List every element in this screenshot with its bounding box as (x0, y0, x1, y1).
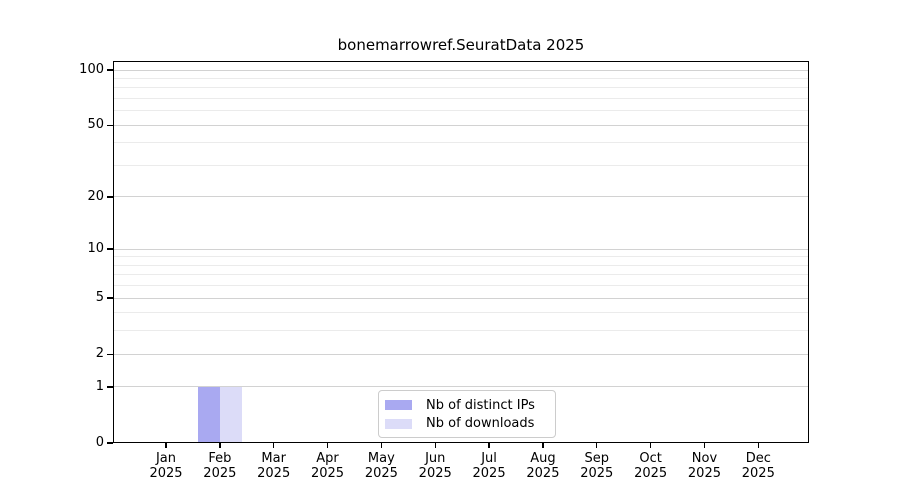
x-tick-label: Apr 2025 (310, 451, 345, 481)
x-axis-tick (703, 443, 706, 448)
gridline-minor (114, 164, 808, 166)
y-axis-tick (107, 386, 113, 388)
x-tick-label: Oct 2025 (634, 451, 668, 481)
x-axis-tick (326, 443, 329, 448)
gridline-major (114, 196, 808, 198)
gridline-minor (114, 110, 808, 112)
legend-label: Nb of downloads (426, 416, 535, 432)
x-axis-tick (757, 443, 759, 448)
y-tick-label: 100 (79, 62, 104, 77)
gridline-minor (114, 264, 808, 266)
y-tick-label: 2 (95, 346, 104, 362)
gridline-minor (114, 274, 808, 276)
bar-nb-of-downloads (219, 386, 242, 443)
y-axis-tick (107, 124, 113, 126)
y-axis-tick (107, 196, 113, 198)
x-tick-label: May 2025 (364, 451, 398, 481)
y-tick-label: 0 (95, 435, 104, 450)
legend-swatch-icon (385, 400, 412, 411)
x-axis-tick (649, 443, 652, 448)
legend: Nb of distinct IPs Nb of downloads (378, 390, 556, 438)
x-tick-label: Feb 2025 (203, 451, 237, 481)
x-tick-label: Sep 2025 (580, 451, 614, 481)
x-tick-label: Aug 2025 (526, 451, 560, 481)
gridline-minor (114, 285, 808, 287)
x-axis-tick (488, 443, 490, 448)
x-tick-label: Mar 2025 (257, 451, 291, 481)
y-axis-tick (107, 248, 113, 250)
x-axis-tick (542, 443, 544, 448)
gridline-minor (114, 97, 808, 99)
gridline-major (114, 124, 808, 126)
y-tick-label: 1 (95, 378, 104, 394)
gridline-minor (114, 87, 808, 89)
x-axis-tick (272, 443, 275, 448)
legend-item: Nb of distinct IPs (385, 396, 546, 414)
legend-label: Nb of distinct IPs (426, 397, 535, 413)
gridline-minor (114, 330, 808, 332)
y-tick-label: 50 (87, 117, 104, 133)
gridline-major (114, 386, 808, 388)
x-tick-label: Jun 2025 (418, 451, 452, 481)
x-tick-label: Jul 2025 (472, 451, 506, 481)
x-axis-tick (380, 443, 383, 448)
gridline-major (114, 69, 808, 71)
y-axis-tick (107, 297, 113, 299)
gridline-major (114, 297, 808, 299)
chart-title: bonemarrowref.SeuratData 2025 (337, 36, 585, 54)
gridline-major (114, 353, 808, 355)
gridline-minor (114, 77, 808, 79)
gridline-minor (114, 312, 808, 314)
gridline-minor (114, 256, 808, 258)
y-tick-label: 5 (95, 290, 104, 306)
y-tick-label: 10 (87, 241, 104, 257)
x-axis-tick (219, 443, 221, 448)
legend-item: Nb of downloads (385, 415, 546, 433)
legend-swatch-icon (385, 418, 412, 429)
y-axis-tick (107, 442, 113, 444)
bar-nb-of-distinct-ips (197, 386, 220, 443)
gridline-minor (114, 142, 808, 144)
x-tick-label: Dec 2025 (741, 451, 775, 481)
x-tick-label: Jan 2025 (149, 451, 183, 481)
x-axis-tick (165, 443, 167, 448)
gridline-major (114, 248, 808, 250)
y-tick-label: 20 (87, 188, 104, 204)
x-tick-label: Nov 2025 (687, 451, 721, 481)
y-axis-tick (107, 69, 113, 71)
x-axis-tick (434, 443, 436, 448)
x-axis-tick (596, 443, 598, 448)
plot-area-frame (113, 61, 809, 443)
y-axis-tick (107, 353, 113, 355)
